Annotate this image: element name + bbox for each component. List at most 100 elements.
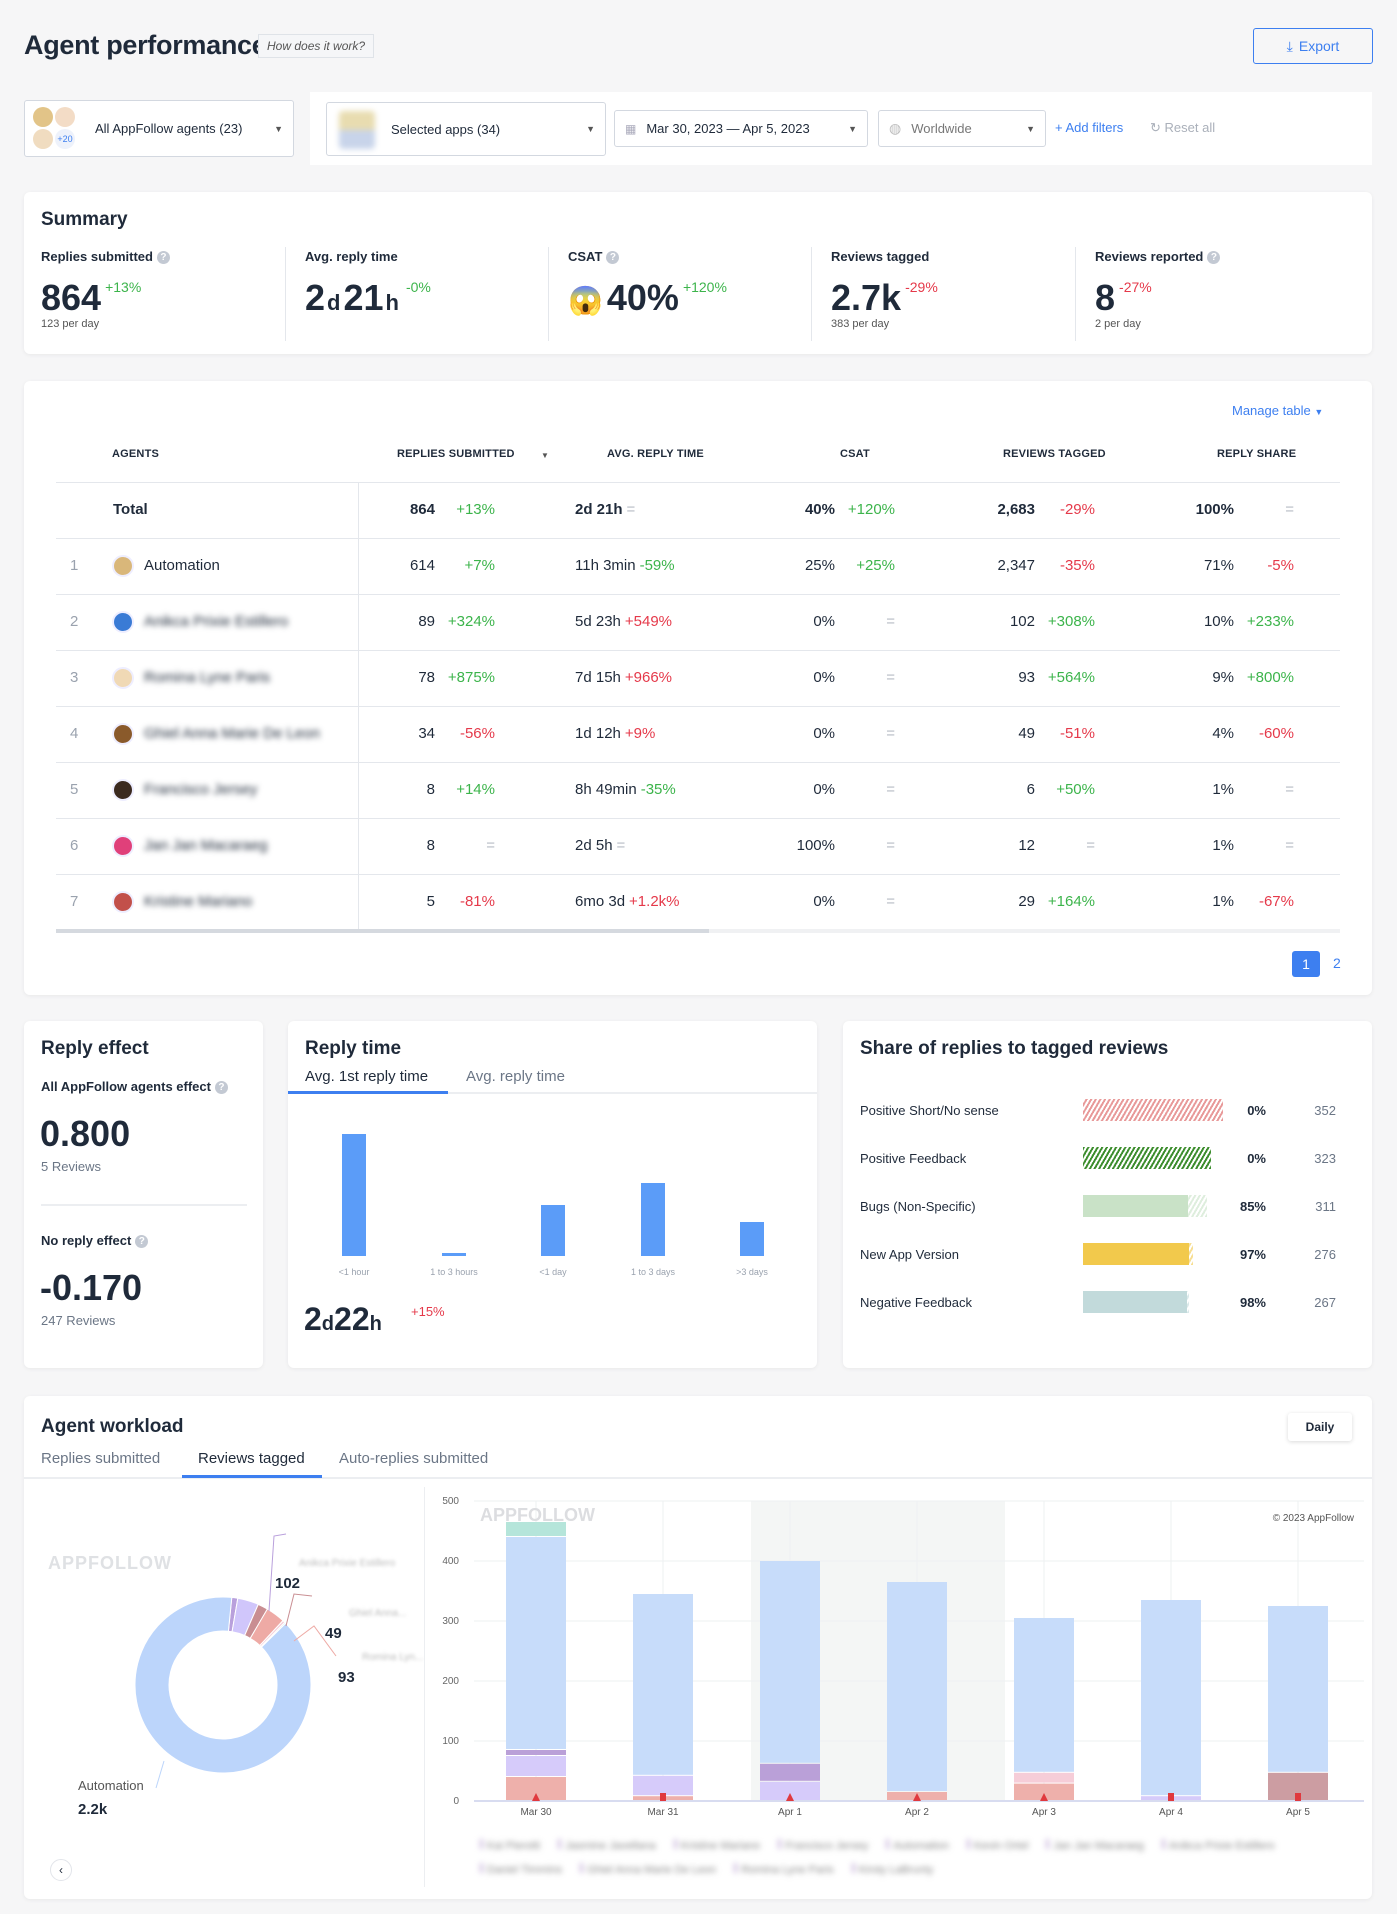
daily-granularity-button[interactable]: Daily	[1288, 1413, 1352, 1441]
chevron-left-icon[interactable]: ‹	[50, 1859, 72, 1881]
legend-item[interactable]: Ghiel Anna Marie De Leon	[580, 1863, 716, 1876]
manage-table-button[interactable]: Manage table ▼	[1232, 403, 1324, 418]
legend-item[interactable]: Jan Jan Macaraeg	[1046, 1839, 1144, 1852]
agents-filter-dropdown[interactable]: +20 All AppFollow agents (23) ▼	[24, 100, 294, 157]
table-row[interactable]: 5 Francisco Jersey 8 +14% 8h 49min -35% 0% = 6 +5…	[56, 762, 1340, 819]
metric-subtext: 2 per day	[1095, 318, 1141, 330]
legend-item[interactable]: Daniel Timmins	[480, 1863, 562, 1876]
reply-time-change: +15%	[411, 1304, 445, 1319]
reply-time-value: 2d22h	[304, 1301, 382, 1337]
share-row[interactable]: Negative Feedback 98% 267	[843, 1288, 1372, 1318]
stacked-bar-segment[interactable]	[1014, 1783, 1074, 1800]
stacked-bar-segment[interactable]	[760, 1763, 820, 1781]
column-header-csat[interactable]: CSAT	[840, 448, 870, 460]
share-row[interactable]: New App Version 97% 276	[843, 1240, 1372, 1270]
reply-time-bar[interactable]	[541, 1204, 565, 1256]
stacked-bar-segment[interactable]	[760, 1561, 820, 1763]
region-dropdown[interactable]: ◍ Worldwide ▼	[878, 110, 1046, 147]
y-tick-label: 500	[442, 1496, 459, 1507]
agent-name[interactable]: Romina Lyne Paris	[144, 669, 271, 686]
table-row[interactable]: 2 Anikca Prixie Estillero 89 +324% 5d 23h +54…	[56, 594, 1340, 651]
stacked-bar-segment[interactable]	[506, 1537, 566, 1749]
help-icon[interactable]: ?	[156, 251, 170, 264]
export-button[interactable]: ⤓ Export	[1253, 28, 1373, 64]
page-1-button[interactable]: 1	[1292, 951, 1320, 977]
horizontal-scrollbar-thumb[interactable]	[56, 929, 709, 933]
tab-reviews-tagged[interactable]: Reviews tagged	[198, 1450, 305, 1467]
horizontal-scrollbar-track[interactable]	[56, 929, 1340, 933]
agent-name[interactable]: Kristine Mariano	[144, 893, 253, 910]
donut-slice[interactable]	[134, 1596, 312, 1774]
agent-name[interactable]: Ghiel Anna Marie De Leon	[144, 725, 320, 742]
stacked-bar-segment[interactable]	[1014, 1772, 1074, 1783]
page-2-button[interactable]: 2	[1333, 955, 1341, 971]
share-bar-remainder	[1083, 1147, 1212, 1169]
stacked-bar-segment[interactable]	[506, 1777, 566, 1800]
stacked-bar-segment[interactable]	[1014, 1618, 1074, 1772]
help-icon[interactable]: ?	[214, 1081, 228, 1094]
agent-name[interactable]: Anikca Prixie Estillero	[144, 613, 289, 630]
tagged-change: +564%	[1047, 669, 1095, 686]
stacked-bar-segment[interactable]	[506, 1522, 566, 1536]
share-row[interactable]: Positive Feedback 0% 323	[843, 1144, 1372, 1174]
stacked-bar-segment[interactable]	[1268, 1606, 1328, 1772]
legend-item[interactable]: Anikca Prixie Estillero	[1161, 1839, 1275, 1852]
stacked-bar-segment[interactable]	[506, 1750, 566, 1755]
stacked-bar-segment[interactable]	[633, 1775, 693, 1796]
avatar	[112, 779, 134, 801]
column-header-reply-share[interactable]: REPLY SHARE	[1217, 448, 1297, 460]
column-header-avg-reply-time[interactable]: AVG. REPLY TIME	[607, 448, 704, 460]
share-value: 10%	[1203, 613, 1234, 630]
table-total-row[interactable]: Total 864 +13% 2d 21h = 40% +120% 2,683 -29% 100%…	[56, 482, 1340, 539]
agent-name[interactable]: Automation	[144, 557, 220, 574]
metric-value: 8 -27%	[1095, 277, 1152, 318]
stacked-bar-segment[interactable]	[506, 1756, 566, 1776]
table-row[interactable]: 3 Romina Lyne Paris 78 +875% 7d 15h +966% 0% = 9…	[56, 650, 1340, 707]
table-row[interactable]: 7 Kristine Mariano 5 -81% 6mo 3d +1.2k% 0% = 29 +…	[56, 874, 1340, 931]
column-header-replies-submitted[interactable]: REPLIES SUBMITTED	[397, 448, 515, 460]
row-rank: 3	[70, 669, 79, 686]
share-row[interactable]: Bugs (Non-Specific) 85% 311	[843, 1192, 1372, 1222]
table-row[interactable]: 1 Automation 614 +7% 11h 3min -59% 25% +25% 2,34…	[56, 538, 1340, 595]
tab-avg-first-reply-time[interactable]: Avg. 1st reply time	[305, 1068, 429, 1085]
legend-item[interactable]: Kirsty LaBrunty	[851, 1863, 933, 1876]
table-row[interactable]: 4 Ghiel Anna Marie De Leon 34 -56% 1d 12h +9%…	[56, 706, 1340, 763]
tab-auto-replies-submitted[interactable]: Auto-replies submitted	[339, 1450, 489, 1467]
stacked-bar-segment[interactable]	[887, 1582, 947, 1791]
stacked-bar-segment[interactable]	[633, 1594, 693, 1775]
reply-time-bar[interactable]	[641, 1182, 665, 1256]
column-header-reviews-tagged[interactable]: REVIEWS TAGGED	[1003, 448, 1106, 460]
reset-all-link[interactable]: ↻ Reset all	[1150, 120, 1216, 135]
apps-filter-dropdown[interactable]: Selected apps (34) ▼	[326, 102, 606, 156]
reply-time-bar[interactable]	[740, 1221, 764, 1256]
tagged-value: 2,347	[997, 557, 1035, 574]
how-it-works-link[interactable]: How does it work?	[258, 34, 375, 58]
tab-avg-reply-time[interactable]: Avg. reply time	[466, 1068, 565, 1085]
sort-desc-icon[interactable]: ▼	[541, 451, 549, 460]
legend-item[interactable]: Kai Pierotti	[480, 1839, 540, 1852]
date-range-picker[interactable]: ▦ Mar 30, 2023 — Apr 5, 2023 ▼	[614, 110, 868, 147]
agent-name[interactable]: Jan Jan Macaraeg	[144, 837, 268, 854]
legend-item[interactable]: Francisco Jersey	[778, 1839, 868, 1852]
share-row[interactable]: Positive Short/No sense 0% 352	[843, 1096, 1372, 1126]
tagged-value: 2,683	[997, 501, 1035, 518]
help-icon[interactable]: ?	[1207, 251, 1221, 264]
table-row[interactable]: 6 Jan Jan Macaraeg 8 = 2d 5h = 100% = 12 = 1% =	[56, 818, 1340, 875]
help-icon[interactable]: ?	[606, 251, 620, 264]
reply-time-bar[interactable]	[442, 1253, 466, 1256]
reply-time-bar[interactable]	[342, 1134, 366, 1256]
add-filters-link[interactable]: + Add filters	[1055, 120, 1124, 135]
legend-item[interactable]: Jasmine Javellana	[558, 1839, 656, 1852]
legend-item[interactable]: Kevin Ortel	[966, 1839, 1028, 1852]
agent-name[interactable]: Francisco Jersey	[144, 781, 258, 798]
share-value: 9%	[1212, 669, 1234, 686]
stacked-bar-segment[interactable]	[1141, 1600, 1201, 1796]
legend-item[interactable]: Romina Lyne Paris	[734, 1863, 834, 1876]
legend-item[interactable]: Automation	[886, 1839, 949, 1852]
column-header-agents[interactable]: AGENTS	[112, 448, 160, 460]
help-icon[interactable]: ?	[135, 1235, 149, 1248]
tab-replies-submitted[interactable]: Replies submitted	[41, 1450, 161, 1467]
agent-name: Total	[113, 501, 148, 518]
stacked-bar-segment[interactable]	[760, 1781, 820, 1800]
legend-item[interactable]: Kristine Mariano	[673, 1839, 760, 1852]
